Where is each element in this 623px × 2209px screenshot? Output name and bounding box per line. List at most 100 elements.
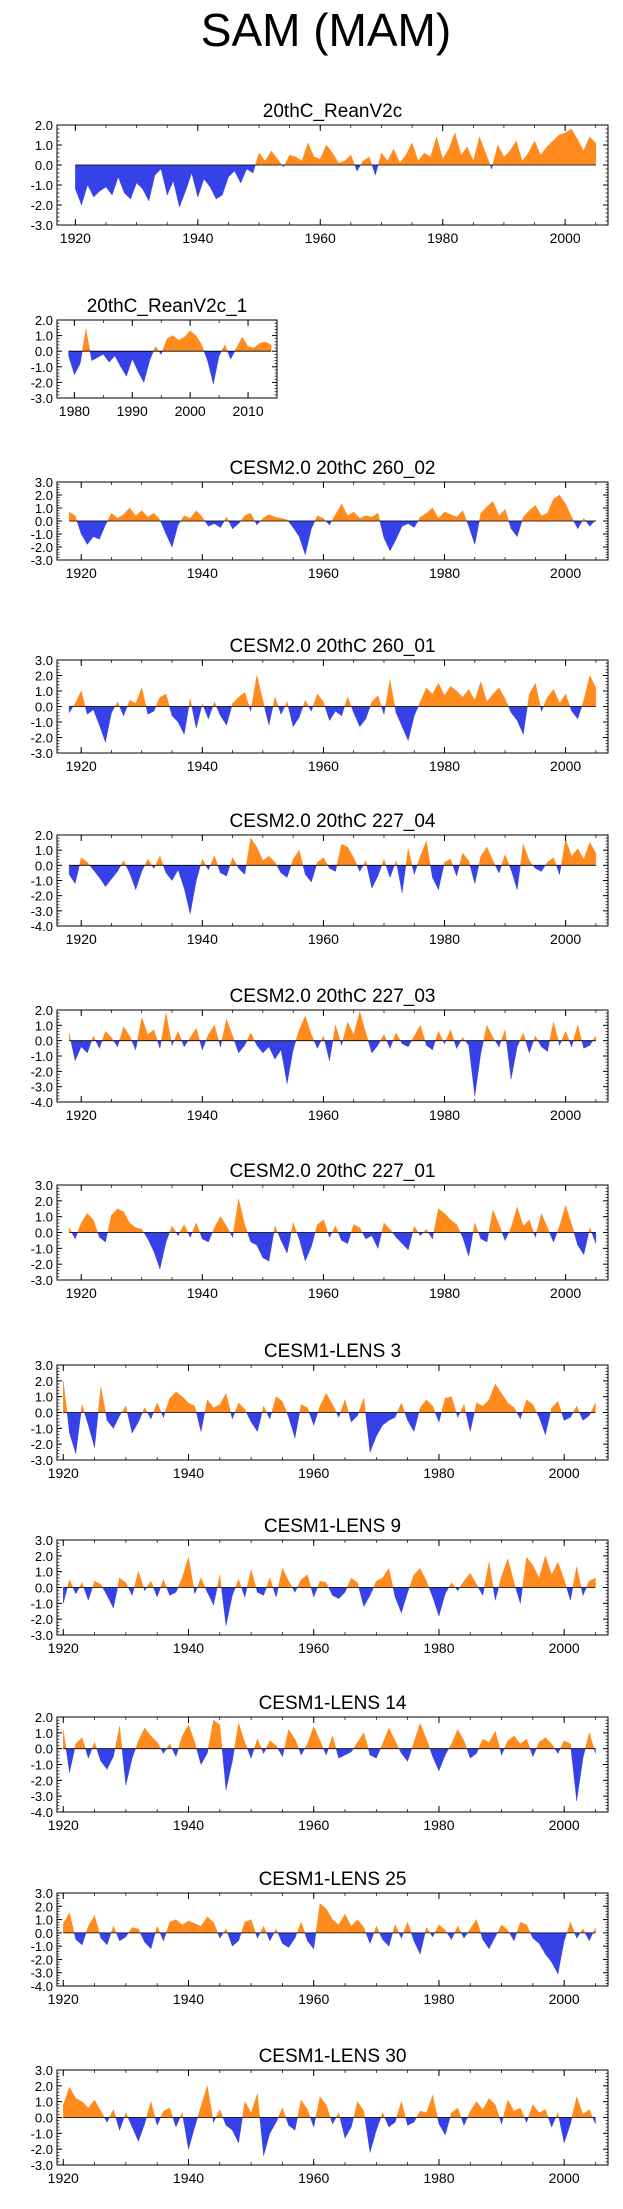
y-tick-label: 2.0	[35, 2079, 53, 2094]
y-tick-label: 0.0	[35, 700, 53, 715]
y-tick-label: -2.0	[31, 1773, 53, 1788]
y-tick-label: 3.0	[35, 1358, 53, 1373]
y-tick-label: -2.0	[31, 540, 53, 555]
chart-panel-3: CESM2.0 20thC 260_02 3.02.01.00.0-1.0-2.0…	[31, 458, 609, 581]
panel-title: CESM1-LENS 14	[259, 1693, 407, 1714]
chart-panel-11: CESM1-LENS 25 3.02.01.00.0-1.0-2.0-3.0-4.…	[31, 1869, 609, 2007]
y-tick-label: 3.0	[35, 2063, 53, 2078]
x-tick-label: 1940	[173, 1991, 204, 2007]
x-tick-label: 1920	[66, 931, 97, 947]
x-tick-label: 1920	[60, 230, 91, 246]
panel-title: 20thC_ReanV2c_1	[87, 296, 248, 317]
chart-panel-9: CESM1-LENS 9 3.02.01.00.0-1.0-2.0-3.01920…	[31, 1516, 609, 1656]
chart-panel-2: 20thC_ReanV2c_1 2.01.00.0-1.0-2.0-3.0 1980…	[31, 296, 278, 419]
positive-area	[68, 494, 597, 522]
negative-area	[75, 164, 493, 208]
y-tick-label: -1.0	[31, 1049, 53, 1064]
x-tick-label: 1980	[429, 758, 460, 774]
x-tick-label: 1980	[429, 1285, 460, 1301]
y-tick-label: -2.0	[31, 1612, 53, 1627]
y-tick-label: -4.0	[31, 1095, 53, 1110]
plot-frame	[56, 1892, 609, 1987]
y-tick-label: -3.0	[31, 1453, 53, 1468]
positive-area	[68, 1011, 597, 1041]
y-tick-label: 0.0	[35, 1742, 53, 1757]
x-tick-label: 1960	[308, 931, 339, 947]
x-tick-label: 1940	[187, 565, 218, 581]
panel-title: CESM1-LENS 25	[259, 1869, 407, 1890]
x-tick-label: 1980	[423, 1465, 454, 1481]
positive-area	[67, 1555, 596, 1588]
x-tick-label: 1960	[298, 1817, 329, 1833]
x-tick-label: 1940	[187, 1285, 218, 1301]
y-tick-label: -1.0	[31, 874, 53, 889]
x-tick-label: 2000	[549, 2170, 580, 2186]
figure-title: SAM (MAM)	[201, 4, 451, 56]
y-tick-label: -3.0	[31, 218, 53, 233]
x-tick-label: 1990	[117, 403, 148, 419]
x-tick-label: 1940	[187, 1107, 218, 1123]
x-tick-label: 2000	[549, 1991, 580, 2007]
y-tick-label: -1.0	[31, 1758, 53, 1773]
x-tick-label: 2000	[549, 1465, 580, 1481]
x-tick-label: 2000	[550, 1285, 581, 1301]
positive-area	[63, 1719, 595, 1749]
y-tick-label: 3.0	[35, 1178, 53, 1193]
plot-frame	[56, 124, 609, 226]
negative-area	[73, 1932, 594, 1975]
x-tick-label: 2000	[549, 1817, 580, 1833]
x-tick-label: 1920	[48, 1991, 79, 2007]
y-tick-label: 0.0	[35, 344, 53, 359]
x-tick-label: 1960	[305, 230, 336, 246]
y-tick-label: -1.0	[31, 715, 53, 730]
y-tick-label: -4.0	[31, 919, 53, 934]
negative-area	[66, 1412, 592, 1454]
x-tick-label: 1960	[298, 1640, 329, 1656]
x-tick-label: 1940	[173, 1817, 204, 1833]
y-tick-label: 3.0	[35, 1533, 53, 1548]
positive-area	[63, 2085, 594, 2118]
y-tick-label: 2.0	[35, 488, 53, 503]
negative-area	[68, 865, 562, 914]
y-tick-label: -3.0	[31, 746, 53, 761]
panel-title: CESM1-LENS 30	[259, 2046, 407, 2067]
y-tick-label: -2.0	[31, 1437, 53, 1452]
chart-panel-6: CESM2.0 20thC 227_03 2.01.00.0-1.0-2.0-3.…	[31, 986, 609, 1123]
x-tick-label: 1980	[429, 565, 460, 581]
x-tick-label: 2000	[550, 758, 581, 774]
y-tick-label: -1.0	[31, 2126, 53, 2141]
x-tick-label: 2000	[175, 403, 206, 419]
y-tick-label: 2.0	[35, 1003, 53, 1018]
y-tick-label: 2.0	[35, 313, 53, 328]
y-tick-label: -1.0	[31, 1596, 53, 1611]
y-tick-label: 0.0	[35, 1406, 53, 1421]
panel-title: CESM2.0 20thC 260_02	[230, 458, 436, 479]
y-tick-label: 0.0	[35, 1034, 53, 1049]
chart-panel-1: 20thC_ReanV2c 2.0 1.0 0.0 -1.0 -2.0 -3.0 1920 19…	[31, 101, 609, 246]
negative-area	[104, 2117, 596, 2156]
y-tick-label: 1.0	[35, 1390, 53, 1405]
y-tick-label: -4.0	[31, 1805, 53, 1820]
negative-area	[76, 520, 596, 555]
x-tick-label: 1980	[59, 403, 90, 419]
y-tick-label: 1.0	[35, 684, 53, 699]
x-tick-label: 1920	[48, 1465, 79, 1481]
y-tick-label: -2.0	[31, 1064, 53, 1079]
y-tick-label: 1.0	[35, 1210, 53, 1225]
x-tick-label: 1920	[66, 1107, 97, 1123]
y-tick-label: -1.0	[31, 1241, 53, 1256]
y-tick-label: 2.0	[35, 1899, 53, 1914]
y-tick-label: 0.0	[35, 514, 53, 529]
negative-area	[65, 1748, 596, 1801]
panel-title: CESM2.0 20thC 260_01	[230, 636, 436, 657]
positive-area	[63, 1903, 596, 1934]
y-tick-label: 0.0	[35, 1926, 53, 1941]
positive-area	[72, 675, 597, 707]
y-tick-label: 1.0	[35, 1565, 53, 1580]
negative-area	[63, 1587, 587, 1626]
y-tick-label: -3.0	[31, 2158, 53, 2173]
negative-area	[68, 706, 583, 743]
y-tick-label: 1.0	[35, 843, 53, 858]
y-tick-label: -3.0	[31, 1080, 53, 1095]
panel-title: CESM2.0 20thC 227_03	[230, 986, 436, 1007]
